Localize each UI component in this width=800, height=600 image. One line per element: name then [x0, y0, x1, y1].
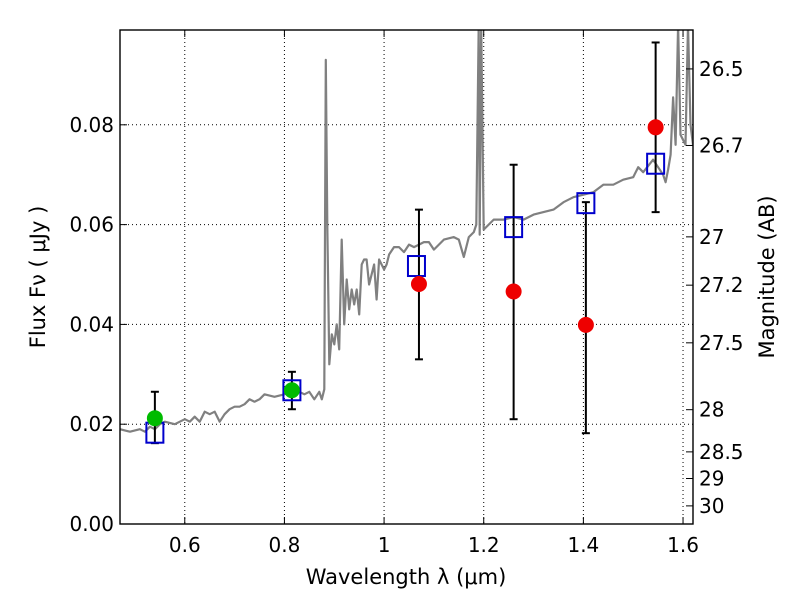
mag-tick-label: 26.5: [699, 57, 744, 81]
observed-point: [647, 119, 664, 136]
mag-tick-label: 28: [699, 398, 724, 422]
x-tick-label: 1: [378, 533, 391, 557]
markers: [145, 119, 666, 444]
y-tick-label: 0.02: [69, 412, 114, 436]
y-tick-label: 0.00: [69, 512, 114, 536]
y-tick-label: 0.06: [69, 213, 114, 237]
ticks: 0.6 0.8 1 1.2 1.4 1.6 0.00 0.02 0.04 0.06 0.08 26.5…: [69, 30, 744, 557]
mag-tick-label: 30: [699, 494, 724, 518]
model-photometry-square: [282, 379, 302, 402]
mag-tick-label: 27.2: [699, 273, 744, 297]
x-tick-label: 1.2: [468, 533, 500, 557]
mag-tick-label: 27: [699, 225, 724, 249]
observed-point: [577, 316, 594, 333]
model-photometry-square: [504, 216, 524, 239]
x-axis-label: Wavelength λ (μm): [306, 565, 507, 589]
observed-point: [410, 275, 427, 292]
spectrum-line: [120, 30, 693, 433]
mag-tick-label: 26.7: [699, 133, 744, 157]
model-photometry-square: [576, 192, 596, 215]
y-tick-label: 0.08: [69, 113, 114, 137]
plot-area: [120, 30, 693, 433]
model-photometry-square: [406, 255, 426, 278]
y2-axis-label: Magnitude (AB): [755, 195, 779, 358]
x-tick-label: 0.8: [269, 533, 301, 557]
y-tick-label: 0.04: [69, 312, 114, 336]
mag-tick-label: 27.5: [699, 331, 744, 355]
model-photometry-square: [646, 152, 666, 175]
mag-tick-label: 29: [699, 466, 724, 490]
x-tick-label: 1.6: [667, 533, 699, 557]
y-axis-label: Flux Fν ( μJy ): [26, 206, 50, 349]
x-tick-label: 1.4: [567, 533, 599, 557]
observed-point: [505, 283, 522, 300]
observed-point: [283, 382, 300, 399]
plot-frame: [119, 29, 694, 525]
observed-point: [146, 410, 163, 427]
x-tick-label: 0.6: [169, 533, 201, 557]
mag-tick-label: 28.5: [699, 440, 744, 464]
